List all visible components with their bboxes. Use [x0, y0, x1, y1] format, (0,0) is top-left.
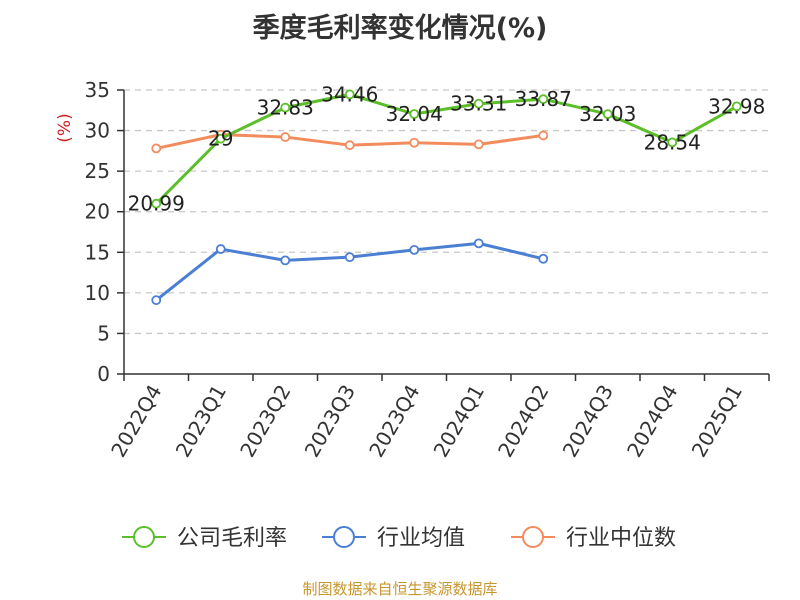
data-label: 32.83: [257, 96, 314, 120]
legend-label: 行业中位数: [566, 526, 676, 551]
legend-label: 行业均值: [377, 526, 465, 551]
data-label: 32.98: [708, 94, 765, 118]
legend-marker: [522, 526, 544, 548]
data-point: [473, 98, 484, 109]
data-point: [151, 198, 162, 209]
data-point: [409, 137, 420, 148]
data-point: [280, 102, 291, 113]
data-point: [344, 252, 355, 263]
legend-item-1: 行业均值: [322, 526, 465, 551]
x-tick-label: 2023Q1: [171, 381, 231, 462]
data-labels: 20.99 29 32.83 34.46 32.04 33.31 33.87 32.03 28.…: [128, 82, 766, 215]
y-tick-label: 15: [85, 240, 110, 264]
data-point: [538, 94, 549, 105]
data-label: 20.99: [128, 192, 185, 216]
data-point: [344, 89, 355, 100]
chart-title: 季度毛利率变化情况(%): [252, 13, 548, 44]
y-tick-label: 5: [97, 321, 110, 345]
data-label: 34.46: [321, 82, 378, 106]
x-tick-label: 2025Q1: [687, 381, 747, 462]
x-tick-label: 2024Q1: [429, 381, 489, 462]
data-point: [602, 109, 613, 119]
y-axis-unit-label: (%): [55, 113, 75, 142]
legend-label: 公司毛利率: [177, 526, 287, 551]
data-point: [538, 130, 549, 141]
x-tick-label: 2024Q3: [558, 381, 618, 462]
data-point: [151, 143, 162, 154]
y-tick-label: 25: [85, 159, 110, 183]
x-tick-label: 2024Q2: [493, 381, 553, 462]
data-label: 29: [208, 127, 233, 151]
legend-marker: [333, 526, 355, 548]
data-point: [151, 295, 162, 306]
y-tick-label: 10: [85, 281, 110, 305]
data-label: 33.31: [450, 92, 507, 116]
x-tick-label: 2023Q2: [235, 381, 295, 462]
y-tick-label: 35: [85, 78, 110, 102]
data-label: 28.54: [644, 130, 701, 154]
data-point: [409, 109, 420, 119]
legend: 公司毛利率 行业均值 行业中位数: [122, 526, 676, 551]
y-tick-label: 30: [85, 119, 110, 143]
x-tick-label: 2024Q4: [622, 381, 682, 462]
data-label: 32.03: [579, 102, 636, 126]
data-point: [731, 101, 742, 112]
legend-item-0: 公司毛利率: [122, 526, 287, 551]
data-label: 32.04: [386, 102, 443, 126]
data-point: [344, 140, 355, 151]
data-point: [280, 255, 291, 266]
series-lines: [151, 89, 742, 306]
legend-marker: [133, 526, 155, 548]
data-point: [667, 137, 678, 148]
y-tick-label: 0: [97, 362, 110, 386]
x-tick-label: 2023Q4: [364, 381, 424, 462]
x-tick-label: 2023Q3: [300, 381, 360, 462]
data-point: [473, 238, 484, 249]
legend-item-2: 行业中位数: [511, 526, 676, 551]
series-line: [155, 92, 738, 205]
data-point: [473, 139, 484, 150]
data-point: [409, 244, 420, 255]
source-note: 制图数据来自恒生聚源数据库: [302, 580, 498, 598]
x-tick-label: 2022Q4: [106, 381, 166, 462]
series-0: [151, 89, 742, 209]
data-point: [215, 133, 226, 144]
y-tick-label: 20: [85, 200, 110, 224]
data-point: [538, 253, 549, 264]
data-label: 33.87: [515, 87, 572, 111]
data-point: [215, 244, 226, 254]
grid-lines: [124, 89, 769, 335]
data-point: [280, 132, 291, 142]
series-1: [151, 238, 549, 306]
